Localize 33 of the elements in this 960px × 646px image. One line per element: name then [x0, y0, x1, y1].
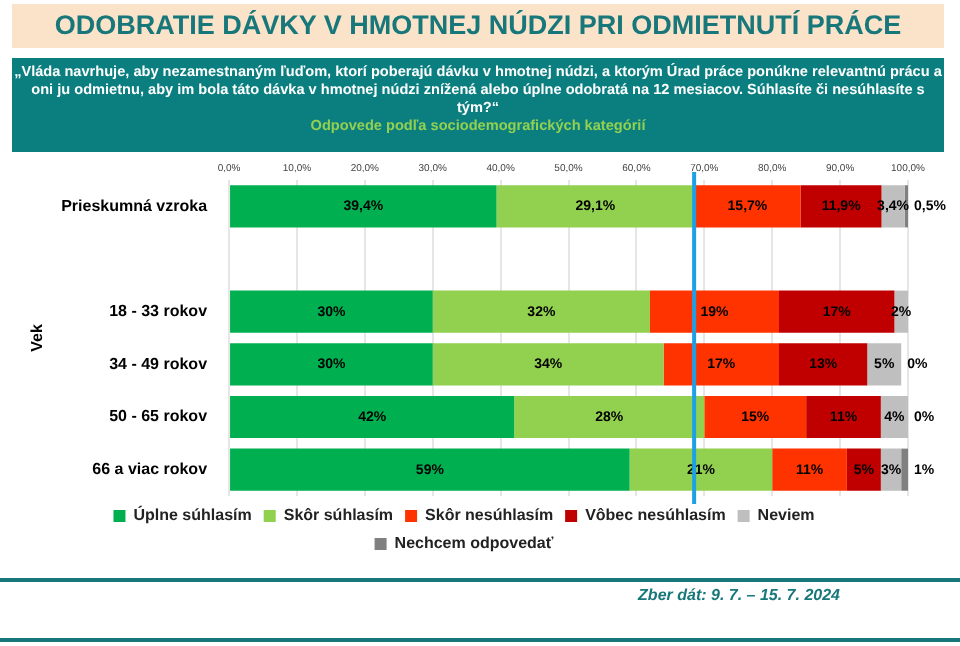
y-tick-label: 66 a viac rokov: [92, 460, 209, 479]
bar: [230, 185, 497, 228]
legend-label: Nechcem odpovedať: [394, 534, 554, 553]
bar: [230, 448, 630, 491]
bar: [806, 395, 881, 439]
legend-label: Skôr nesúhlasím: [425, 506, 554, 525]
legend-label: Úplne súhlasím: [133, 504, 252, 525]
bar: [901, 448, 908, 491]
bar: [230, 395, 515, 439]
text: Zber dát: 9. 7. – 15. 7. 2024: [638, 586, 840, 604]
bar: [230, 343, 433, 386]
bar: [772, 448, 847, 491]
bar: [514, 395, 705, 439]
bar: [496, 185, 695, 228]
bar: [432, 343, 664, 386]
y-tick-label: 34 - 49 rokov: [109, 354, 209, 373]
y-tick-label: 18 - 33 rokov: [109, 302, 209, 321]
bar: [432, 290, 650, 333]
bar: [779, 290, 895, 333]
bar: [663, 343, 779, 386]
bar: [629, 448, 773, 491]
legend-label: Neviem: [757, 506, 815, 525]
bar: [694, 185, 801, 228]
legend-label: Skôr súhlasím: [283, 506, 394, 525]
chart-title: ODOBRATIE DÁVKY V HMOTNEJ NÚDZI PRI ODMIETNUTÍ PRÁCE: [12, 4, 944, 48]
y-tick-label: Prieskumná vzroka: [61, 196, 209, 215]
bar: [704, 395, 807, 439]
bar: [230, 290, 433, 333]
y-tick-label: 50 - 65 rokov: [109, 407, 209, 426]
bar: [650, 290, 779, 333]
legend-label: Vôbec nesúhlasím: [585, 506, 726, 525]
y-axis-title: Vek: [28, 323, 47, 352]
bar: [779, 343, 868, 386]
